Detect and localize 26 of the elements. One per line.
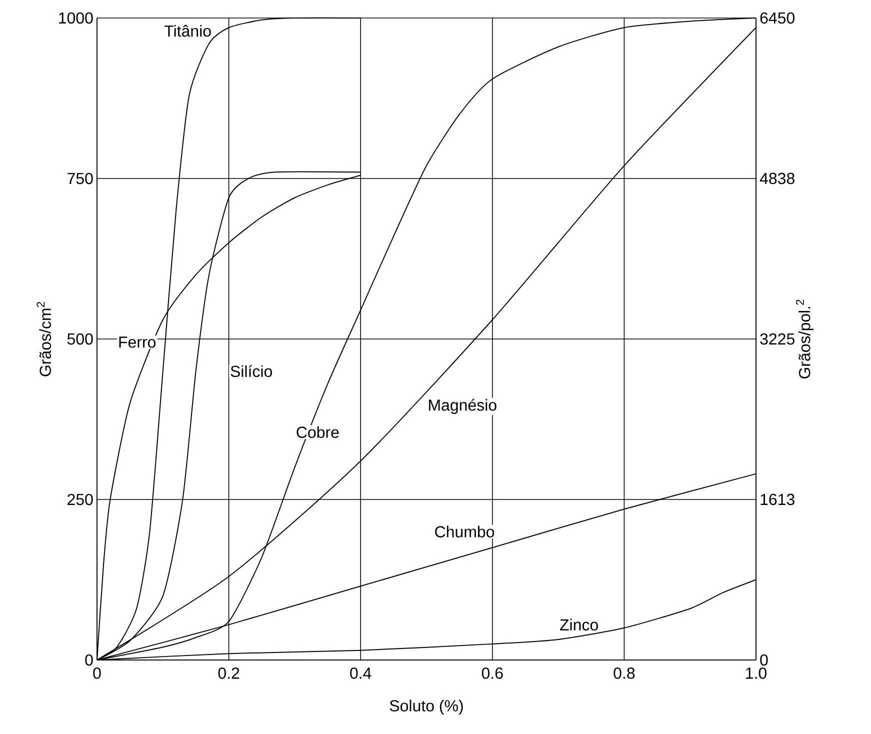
series-label: Titânio — [164, 24, 211, 37]
y2-axis-title: Grãos/pol.$^{2}$ — [796, 300, 814, 378]
y-tick-label: 500 — [67, 333, 93, 345]
y2-tick-label: 4838 — [760, 172, 794, 184]
y-tick-label: 250 — [68, 494, 93, 506]
series-label: Zinco — [560, 618, 598, 631]
x-tick-label: 1.0 — [746, 668, 766, 679]
series-label: Chumbo — [435, 526, 494, 538]
y2-tick-label: 3225 — [760, 333, 794, 345]
text: Silício — [230, 365, 272, 378]
y-tick-label: 0 — [85, 654, 93, 666]
y2-tick-label: 6450 — [760, 12, 794, 24]
x-tick-label: 0.4 — [350, 668, 372, 679]
series-label: Ferro — [119, 336, 156, 348]
y2-tick-label: 0 — [760, 654, 768, 666]
series-label: Magnésio — [429, 398, 496, 414]
x-tick-label: 0.2 — [218, 668, 240, 679]
x-axis-title: Soluto (%) — [390, 700, 463, 715]
x-tick-label: 0.8 — [614, 668, 635, 679]
x-tick-label: 0 — [93, 668, 101, 679]
y-tick-label: 750 — [68, 172, 93, 184]
x-tick-label: 0.6 — [482, 668, 503, 679]
series-label: Cobre — [296, 426, 339, 438]
y-tick-label: 1000 — [59, 12, 93, 24]
y-axis-title: Grãos/cm$^{2}$ — [36, 302, 52, 376]
y2-tick-label: 1613 — [760, 494, 794, 506]
